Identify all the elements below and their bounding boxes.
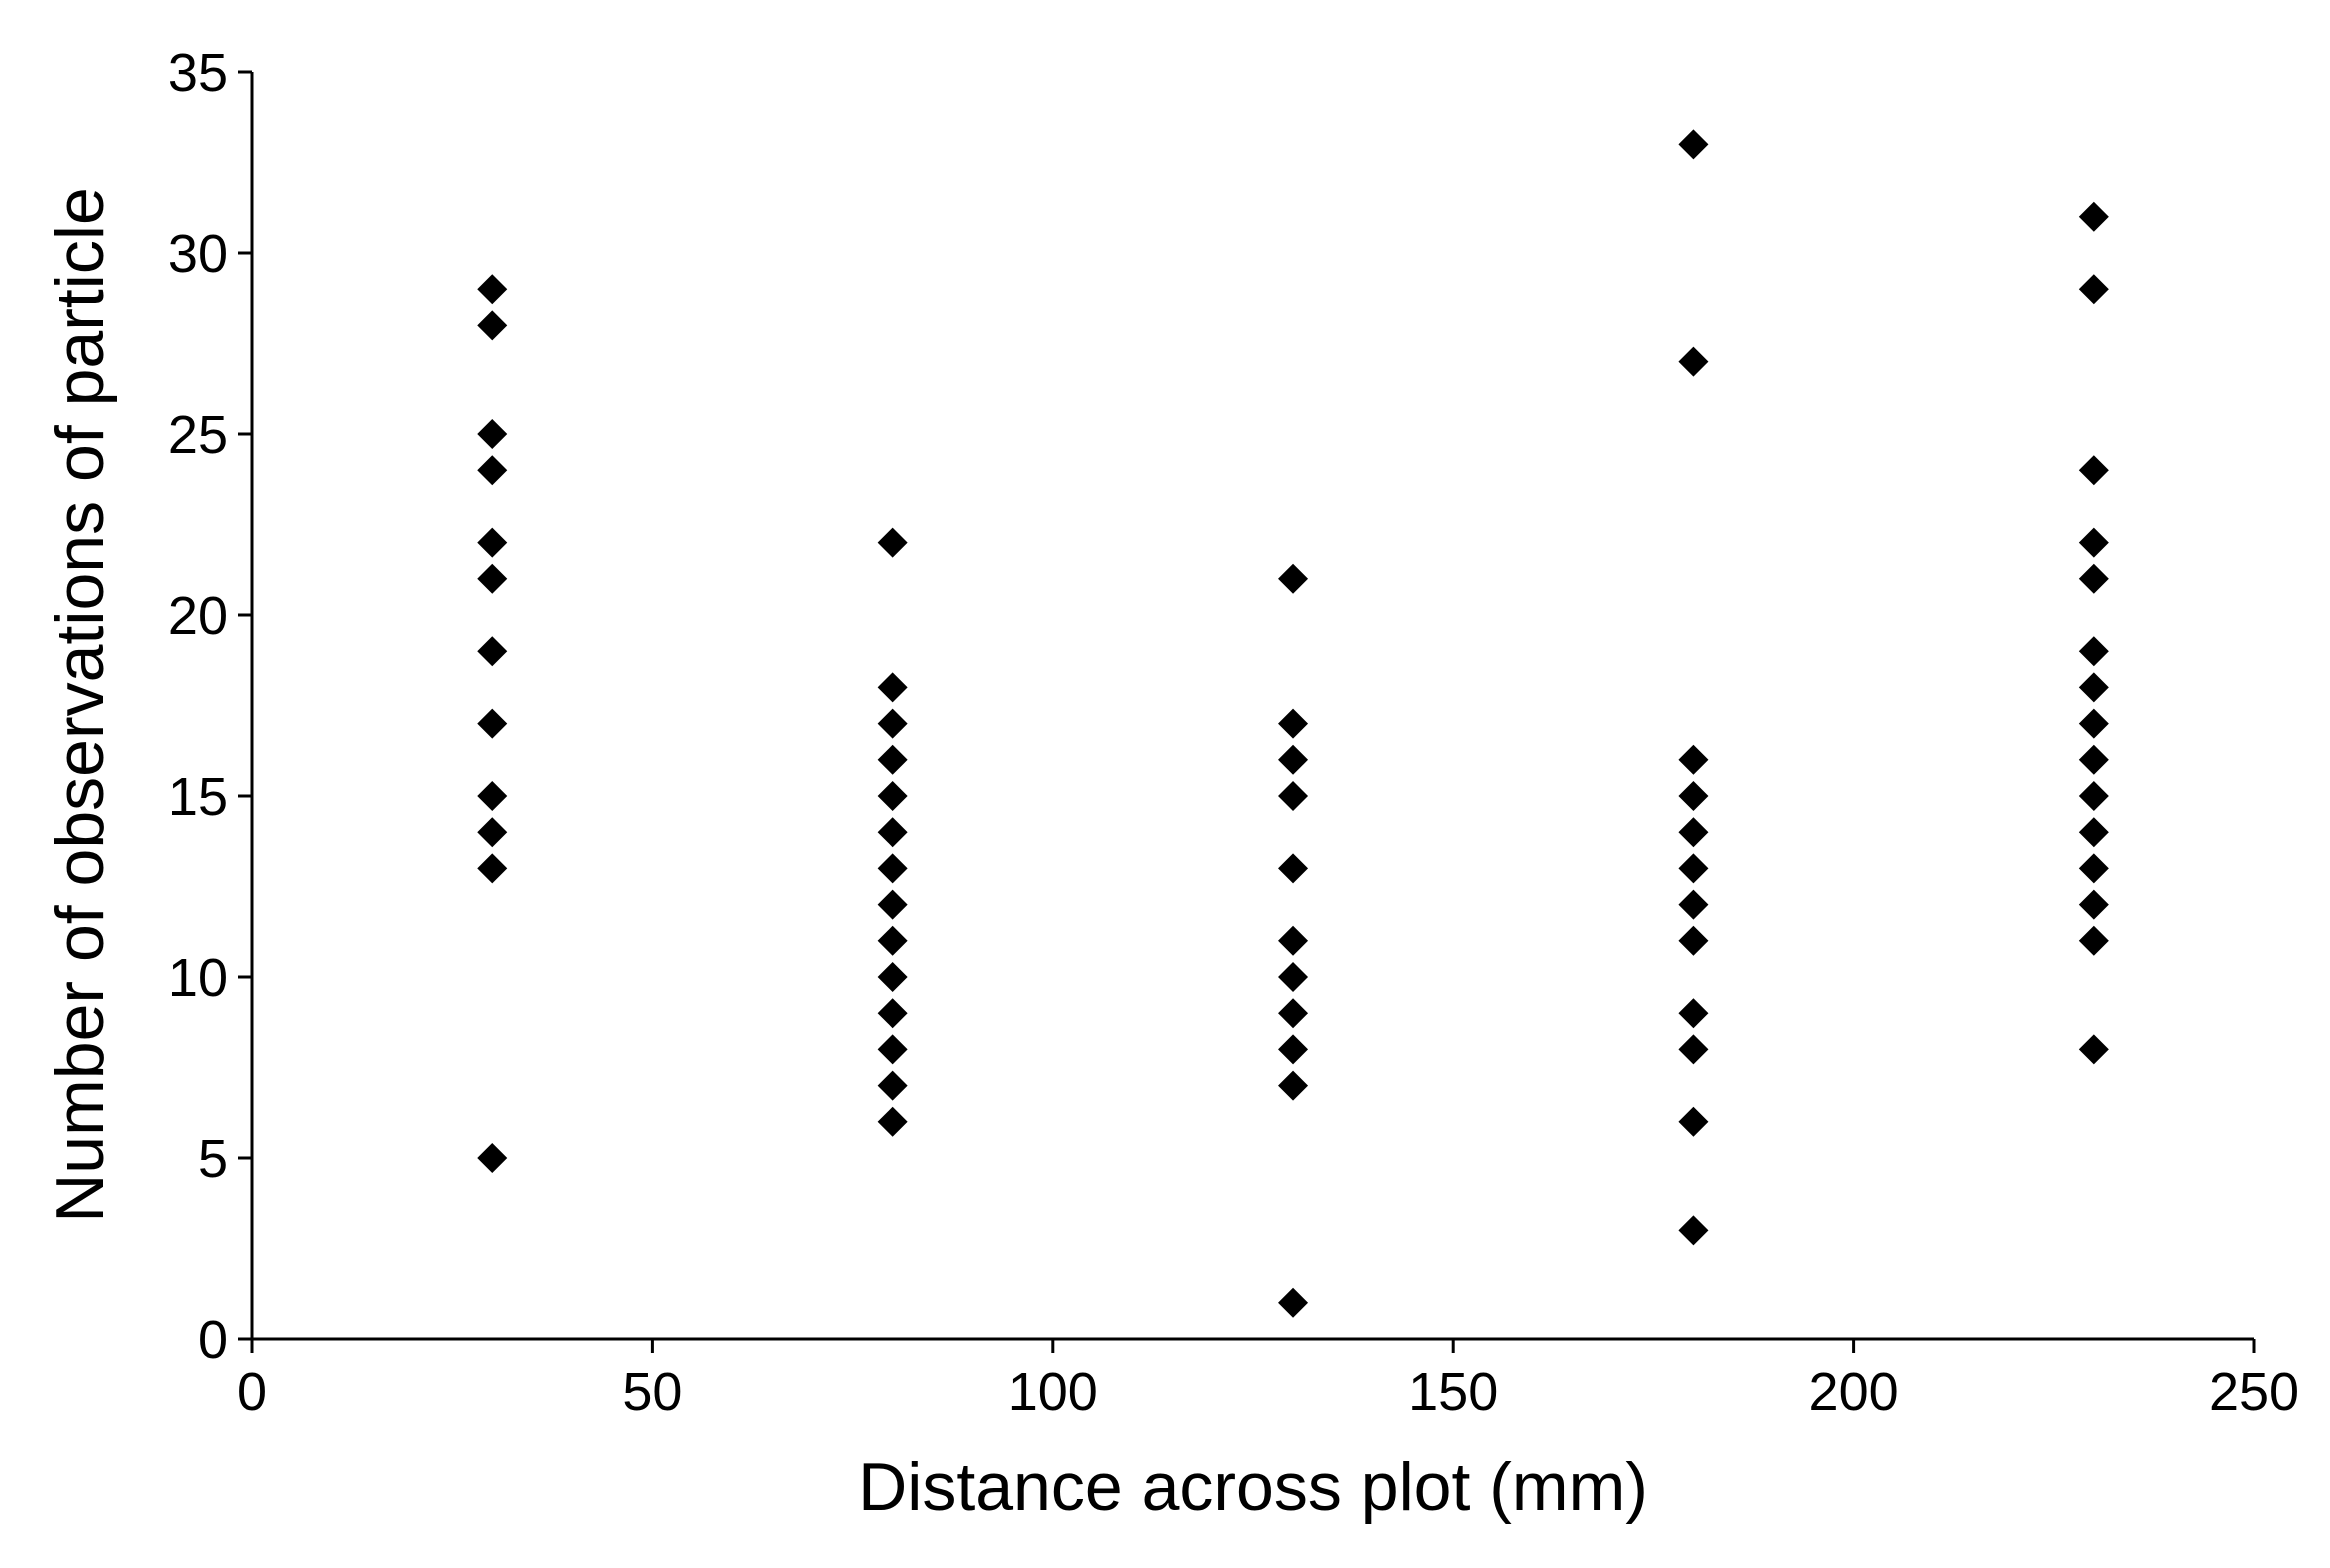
data-point [2078, 744, 2109, 775]
data-point [477, 708, 508, 739]
data-point [2078, 1034, 2109, 1065]
data-point [1678, 781, 1709, 811]
data-point [477, 527, 508, 558]
y-tick-label: 20 [168, 586, 228, 646]
data-point [2078, 817, 2109, 848]
y-tick-label: 25 [168, 405, 228, 465]
y-axis-title: Number of observations of particle [42, 187, 118, 1223]
data-point [877, 1070, 908, 1101]
data-point [1278, 962, 1309, 992]
data-point [1278, 998, 1309, 1029]
data-point [1278, 853, 1309, 884]
x-tick-label: 50 [622, 1362, 682, 1422]
data-point [1278, 1034, 1309, 1065]
data-point [877, 1034, 908, 1065]
data-point [2078, 455, 2109, 486]
data-point [477, 853, 508, 884]
x-ticks: 0 50 100 150 200 250 [237, 1339, 2299, 1422]
data-point [1278, 781, 1309, 811]
data-point [477, 455, 508, 486]
data-point [477, 1143, 508, 1173]
y-tick-label: 15 [168, 767, 228, 827]
data-point [877, 1106, 908, 1137]
data-point [1678, 998, 1709, 1029]
data-point [877, 889, 908, 920]
data-point [477, 817, 508, 848]
data-point [1278, 925, 1309, 956]
y-tick-label: 10 [168, 948, 228, 1008]
data-point [1678, 129, 1709, 160]
data-point [477, 310, 508, 341]
data-point [877, 817, 908, 848]
data-point [877, 672, 908, 703]
data-point [1678, 853, 1709, 884]
data-point [877, 998, 908, 1029]
x-tick-label: 100 [1008, 1362, 1098, 1422]
data-point [1678, 1215, 1709, 1246]
data-point [2078, 781, 2109, 811]
data-point [1678, 817, 1709, 848]
data-point [877, 781, 908, 811]
data-point [2078, 708, 2109, 739]
data-point [2078, 527, 2109, 558]
data-point [1678, 1106, 1709, 1137]
data-point [1678, 346, 1709, 377]
data-point [877, 925, 908, 956]
x-tick-label: 250 [2209, 1362, 2299, 1422]
y-tick-label: 30 [168, 224, 228, 284]
x-tick-label: 150 [1408, 1362, 1498, 1422]
y-tick-label: 35 [168, 43, 228, 103]
data-point [877, 744, 908, 775]
data-point [877, 708, 908, 739]
data-point [1278, 744, 1309, 775]
data-point [2078, 925, 2109, 956]
data-point [1278, 1070, 1309, 1101]
data-point [477, 636, 508, 667]
data-points [477, 129, 2109, 1318]
data-point [1678, 925, 1709, 956]
data-point [2078, 672, 2109, 703]
data-point [2078, 563, 2109, 594]
data-point [1278, 708, 1309, 739]
data-point [477, 781, 508, 811]
data-point [877, 527, 908, 558]
axes [250, 72, 2254, 1341]
data-point [477, 274, 508, 305]
data-point [877, 962, 908, 992]
data-point [2078, 636, 2109, 667]
data-point [1678, 744, 1709, 775]
data-point [1678, 1034, 1709, 1065]
data-point [1278, 563, 1309, 594]
y-tick-label: 0 [198, 1310, 228, 1370]
data-point [2078, 853, 2109, 884]
data-point [2078, 201, 2109, 232]
data-point [477, 419, 508, 449]
data-point [2078, 274, 2109, 305]
data-point [877, 853, 908, 884]
x-tick-label: 200 [1809, 1362, 1899, 1422]
data-point [2078, 889, 2109, 920]
data-point [1678, 889, 1709, 920]
data-point [1278, 1287, 1309, 1318]
y-ticks: 0 5 10 15 20 25 30 35 [168, 43, 252, 1370]
x-tick-label: 0 [237, 1362, 267, 1422]
data-point [477, 563, 508, 594]
x-axis-title: Distance across plot (mm) [858, 1449, 1648, 1525]
y-tick-label: 5 [198, 1129, 228, 1189]
